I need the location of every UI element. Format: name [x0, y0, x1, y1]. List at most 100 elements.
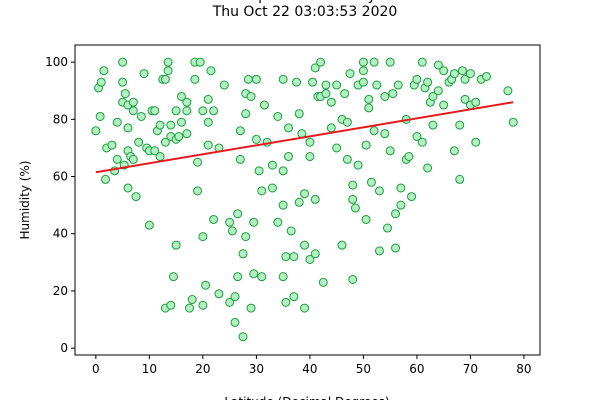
point: [233, 209, 243, 219]
point: [412, 74, 422, 84]
point: [233, 272, 243, 282]
point: [120, 89, 130, 99]
point: [310, 249, 320, 259]
y-tick-label: 80: [53, 112, 68, 126]
point: [230, 292, 240, 302]
point: [174, 132, 184, 142]
point: [433, 86, 443, 96]
point: [160, 74, 170, 84]
point: [230, 317, 240, 327]
point: [203, 117, 213, 127]
point: [372, 80, 382, 90]
point: [308, 77, 318, 87]
point: [391, 209, 401, 219]
point: [423, 163, 433, 173]
axes-frame: [74, 44, 541, 356]
point: [150, 146, 160, 156]
point: [353, 160, 363, 170]
point: [449, 146, 459, 156]
point: [460, 74, 470, 84]
point: [281, 252, 291, 262]
point: [305, 254, 315, 264]
point: [193, 186, 203, 196]
point: [369, 126, 379, 136]
point: [278, 200, 288, 210]
point: [155, 120, 165, 130]
point: [508, 117, 518, 127]
point: [225, 297, 235, 307]
point: [284, 152, 294, 162]
point: [190, 74, 200, 84]
point: [294, 109, 304, 119]
point: [342, 117, 352, 127]
point: [136, 111, 146, 121]
point: [251, 134, 261, 144]
x-tick-label: 40: [302, 362, 317, 376]
point: [168, 272, 178, 282]
point: [385, 146, 395, 156]
point: [219, 80, 229, 90]
point: [396, 200, 406, 210]
point: [433, 60, 443, 70]
point: [209, 214, 219, 224]
point: [241, 232, 251, 242]
point: [345, 69, 355, 79]
x-tick-label: 20: [195, 362, 210, 376]
point: [321, 89, 331, 99]
point: [455, 174, 465, 184]
point: [176, 117, 186, 127]
point: [369, 57, 379, 67]
point: [417, 57, 427, 67]
point: [118, 77, 128, 87]
point: [171, 106, 181, 116]
point: [393, 80, 403, 90]
point: [246, 91, 256, 101]
point: [166, 120, 176, 130]
point: [321, 80, 331, 90]
point: [112, 154, 122, 164]
point: [225, 217, 235, 227]
point: [382, 223, 392, 233]
point: [96, 77, 106, 87]
chart-title: Northern Hemisphere - Humidity vs. Latit…: [148, 0, 463, 4]
point: [332, 80, 342, 90]
point: [337, 240, 347, 250]
point: [465, 69, 475, 79]
x-tick-label: 70: [463, 362, 478, 376]
point: [310, 63, 320, 73]
point: [95, 111, 105, 121]
point: [99, 66, 109, 76]
point: [455, 120, 465, 130]
point: [428, 120, 438, 130]
point: [249, 269, 259, 279]
point: [163, 66, 173, 76]
point: [91, 126, 101, 136]
y-tick-label: 60: [53, 170, 68, 184]
point: [259, 100, 269, 110]
point: [257, 272, 267, 282]
point: [326, 97, 336, 107]
point: [171, 240, 181, 250]
point: [163, 57, 173, 67]
point: [201, 280, 211, 290]
point: [203, 140, 213, 150]
point: [348, 194, 358, 204]
point: [326, 123, 336, 133]
point: [374, 186, 384, 196]
point: [235, 126, 245, 136]
point: [118, 57, 128, 67]
point: [366, 177, 376, 187]
point: [249, 217, 259, 227]
point: [182, 97, 192, 107]
point: [361, 214, 371, 224]
point: [391, 243, 401, 253]
point: [358, 77, 368, 87]
point: [128, 154, 138, 164]
point: [471, 137, 481, 147]
point: [361, 140, 371, 150]
point: [139, 69, 149, 79]
point: [238, 249, 248, 259]
point: [198, 106, 208, 116]
